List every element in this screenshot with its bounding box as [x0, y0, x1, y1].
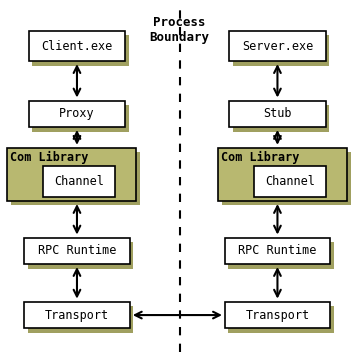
Text: Transport: Transport: [45, 309, 109, 321]
Text: Proxy: Proxy: [59, 108, 95, 120]
Text: Process
Boundary: Process Boundary: [150, 16, 210, 44]
Bar: [32, 36, 129, 66]
Bar: [28, 306, 133, 333]
Bar: [225, 238, 330, 264]
Bar: [229, 100, 326, 127]
Bar: [32, 105, 129, 131]
Bar: [228, 242, 334, 268]
Bar: [24, 302, 130, 328]
Bar: [47, 171, 118, 201]
Text: Server.exe: Server.exe: [242, 40, 313, 53]
Text: Stub: Stub: [263, 108, 292, 120]
Text: Com Library: Com Library: [221, 151, 300, 164]
Bar: [258, 171, 329, 201]
Text: Client.exe: Client.exe: [41, 40, 113, 53]
Bar: [233, 36, 329, 66]
Text: RPC Runtime: RPC Runtime: [238, 245, 316, 257]
Bar: [254, 167, 326, 197]
Bar: [222, 152, 351, 205]
Bar: [228, 306, 334, 333]
Bar: [43, 167, 115, 197]
Bar: [233, 105, 329, 131]
Bar: [225, 302, 330, 328]
Bar: [29, 31, 125, 61]
Bar: [229, 31, 326, 61]
Text: Channel: Channel: [54, 175, 104, 188]
Bar: [29, 100, 125, 127]
Bar: [11, 152, 140, 205]
Text: RPC Runtime: RPC Runtime: [38, 245, 116, 257]
Bar: [24, 238, 130, 264]
Text: Com Library: Com Library: [10, 151, 88, 164]
Bar: [7, 148, 136, 201]
Bar: [28, 242, 133, 268]
Text: Transport: Transport: [245, 309, 310, 321]
Bar: [218, 148, 347, 201]
Text: Channel: Channel: [265, 175, 315, 188]
